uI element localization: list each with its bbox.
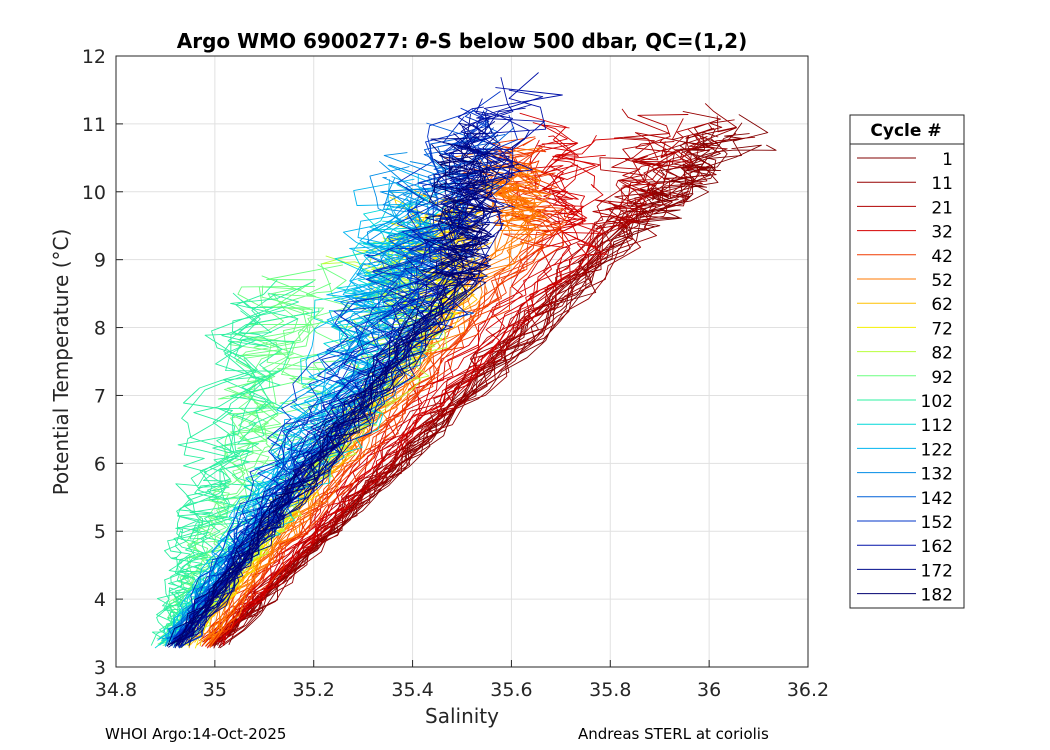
legend-label: 11 (931, 174, 953, 194)
y-axis-label: Potential Temperature (°C) (49, 229, 73, 496)
x-tick-label: 35.8 (589, 679, 631, 701)
series-line-162 (180, 107, 526, 641)
y-tick-label: 7 (94, 385, 106, 407)
y-tick-label: 4 (94, 589, 106, 611)
legend-label: 132 (921, 465, 953, 485)
series-line-152 (169, 110, 485, 644)
series-line-11 (226, 136, 756, 639)
series-line-32 (209, 112, 594, 647)
series-line-21 (202, 123, 708, 643)
y-tick-label: 11 (82, 114, 106, 136)
legend-label: 162 (921, 537, 953, 557)
legend-label: 142 (921, 489, 953, 509)
series-line-21 (218, 141, 677, 647)
series-line-162 (180, 106, 499, 646)
legend-label: 82 (931, 344, 953, 364)
legend-label: 122 (921, 440, 953, 460)
y-tick-label: 9 (94, 250, 106, 272)
legend: Cycle # 11121324252627282921021121221321… (849, 114, 965, 609)
series-line-162 (182, 98, 513, 643)
series-line-172 (180, 134, 502, 648)
x-tick-label: 35.4 (391, 679, 433, 701)
x-tick-label: 36.2 (787, 679, 829, 701)
x-tick-label: 35 (203, 679, 227, 701)
legend-label: 21 (931, 198, 953, 218)
chart-title: Argo WMO 6900277: θ-S below 500 dbar, QC… (177, 29, 747, 53)
series-line-21 (211, 108, 670, 647)
y-tick-label: 5 (94, 521, 106, 543)
series-line-102 (164, 308, 320, 645)
series-line-182 (178, 152, 493, 646)
series-line-21 (214, 138, 694, 642)
y-tick-label: 6 (94, 453, 106, 475)
axes-box (115, 55, 809, 668)
legend-label: 182 (921, 586, 953, 606)
x-axis-label: Salinity (425, 704, 499, 728)
legend-entries: 1112132425262728292102112122132142152162… (857, 150, 953, 606)
series-line-11 (217, 119, 735, 641)
y-tick-label: 10 (82, 182, 106, 204)
footer-author: Andreas STERL at coriolis (578, 725, 769, 743)
series-line-42 (209, 161, 561, 641)
series-line-102 (151, 292, 274, 640)
legend-label: 72 (931, 319, 953, 339)
footer-source: WHOI Argo:14-Oct-2025 (105, 725, 287, 743)
legend-title: Cycle # (870, 121, 941, 141)
series-line-152 (171, 110, 476, 643)
series-line-21 (212, 118, 684, 646)
x-tick-label: 35.2 (293, 679, 335, 701)
legend-label: 42 (931, 247, 953, 267)
series-line-182 (181, 142, 483, 641)
series-line-52 (209, 163, 541, 648)
y-tick-label: 3 (94, 657, 106, 679)
y-tick-label: 8 (94, 318, 106, 340)
series-line-132 (170, 152, 436, 640)
series-line-182 (179, 143, 485, 647)
series-line-52 (203, 176, 546, 641)
data-series-group (150, 72, 777, 649)
x-tick-label: 36 (697, 679, 721, 701)
x-tick-label: 34.8 (95, 679, 137, 701)
series-line-112 (159, 220, 454, 646)
legend-label: 1 (942, 150, 953, 170)
series-line-21 (219, 128, 701, 641)
series-line-52 (202, 150, 533, 645)
series-line-142 (171, 152, 500, 646)
series-line-152 (173, 116, 499, 639)
legend-label: 152 (921, 513, 953, 533)
x-tick-label: 35.6 (490, 679, 532, 701)
series-line-182 (172, 154, 489, 640)
series-line-132 (162, 166, 412, 640)
series-line-32 (201, 154, 606, 647)
axis-ticks: 34.8 35 35.2 35.4 35.6 35.8 36 36.2 3 4 5 6 7 8 9 10 11 1… (82, 46, 829, 701)
series-line-21 (219, 136, 659, 643)
legend-label: 112 (921, 416, 953, 436)
legend-box (849, 114, 965, 609)
y-tick-label: 12 (82, 46, 106, 68)
series-line-182 (174, 144, 490, 649)
series-line-152 (175, 109, 504, 648)
series-line-52 (209, 164, 538, 645)
series-line-182 (166, 163, 520, 647)
legend-label: 32 (931, 223, 953, 243)
legend-label: 172 (921, 561, 953, 581)
legend-label: 52 (931, 271, 953, 291)
series-line-102 (150, 309, 285, 646)
legend-label: 92 (931, 368, 953, 388)
legend-label: 62 (931, 295, 953, 315)
series-line-32 (222, 135, 586, 645)
legend-label: 102 (921, 392, 953, 412)
